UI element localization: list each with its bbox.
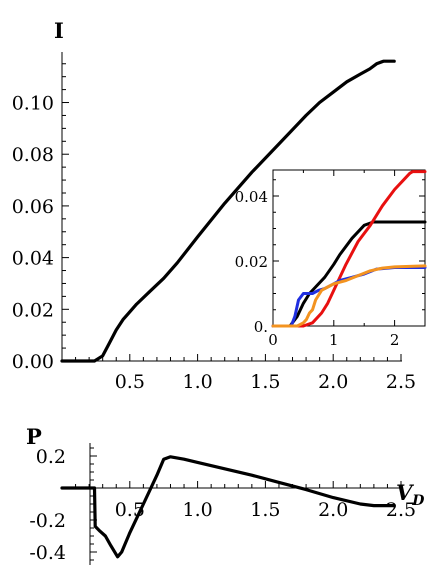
current-series-line-0 bbox=[60, 59, 396, 363]
inset-series-line-1 bbox=[271, 170, 427, 328]
current-y-tick-label: 0.04 bbox=[12, 248, 54, 270]
current-x-tick-label: 1.0 bbox=[182, 371, 212, 393]
power-x-tick-label: 1.5 bbox=[250, 499, 280, 521]
current-y-tick-label: 0.10 bbox=[12, 93, 54, 115]
power-x-axis-title: VD bbox=[396, 480, 425, 509]
inset-x-tick-label: 1 bbox=[329, 331, 339, 349]
current-x-tick-label: 0.5 bbox=[115, 371, 145, 393]
power-y-tick-label: -0.4 bbox=[29, 542, 66, 564]
current-chart: 0.000.020.040.060.080.100.5 1.0 1.5 2.0 2.5I bbox=[12, 18, 416, 393]
current-x-tick-label: 1.5 bbox=[250, 371, 280, 393]
inset-chart: 0. 0.02 0.04 0 1 2 bbox=[235, 169, 427, 349]
current-x-tick-label: 2.0 bbox=[318, 371, 348, 393]
power-y-tick-label: -0.2 bbox=[29, 510, 66, 532]
inset-series-line-0 bbox=[271, 220, 427, 328]
current-y-tick-label: 0.08 bbox=[12, 144, 54, 166]
inset-x-tick-label: 0 bbox=[268, 331, 278, 349]
power-x-tick-label: 1.0 bbox=[182, 499, 212, 521]
inset-frame bbox=[272, 169, 426, 327]
power-x-tick-label: 2.0 bbox=[318, 499, 348, 521]
inset-y-tick-label: 0.04 bbox=[235, 188, 268, 206]
inset-x-tick-label: 2 bbox=[390, 331, 400, 349]
power-series-line-0 bbox=[60, 455, 396, 559]
current-y-axis-title: I bbox=[54, 18, 64, 43]
inset-y-tick-label: 0. bbox=[254, 318, 268, 336]
power-x-axis-title-subscript: D bbox=[411, 493, 425, 509]
power-y-tick-label: 0.2 bbox=[36, 446, 66, 468]
power-y-axis-title: P bbox=[26, 424, 42, 449]
current-y-tick-label: 0.00 bbox=[12, 351, 54, 373]
power-x-axis-title-text: V bbox=[396, 480, 415, 505]
current-y-tick-label: 0.02 bbox=[12, 299, 54, 321]
current-y-tick-label: 0.06 bbox=[12, 196, 54, 218]
inset-y-tick-label: 0.02 bbox=[235, 253, 268, 271]
inset-series-line-3 bbox=[271, 264, 427, 328]
current-x-tick-label: 2.5 bbox=[386, 371, 416, 393]
